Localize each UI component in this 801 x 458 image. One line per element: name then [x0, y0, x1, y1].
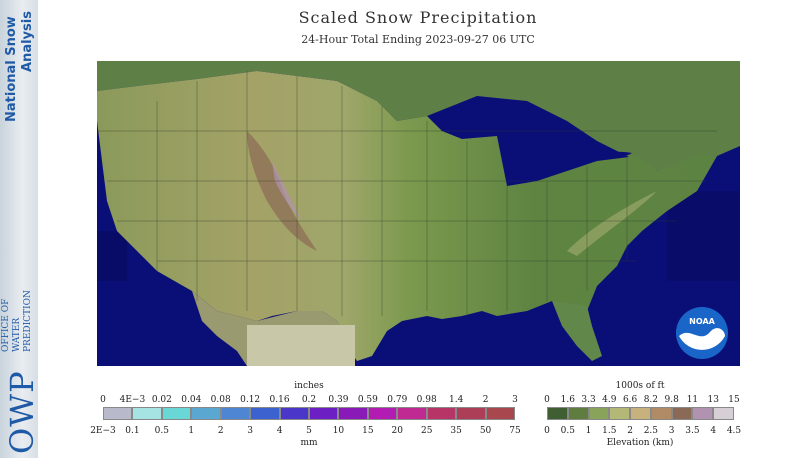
precip-top-label: 0.2	[301, 395, 317, 405]
elev-swatch	[588, 407, 610, 420]
precip-swatch	[161, 407, 192, 420]
florida	[552, 301, 602, 361]
elev-top-label: 13	[707, 395, 719, 405]
noaa-logo-text: NOAA	[689, 317, 715, 326]
precip-top-label: 1.4	[448, 395, 464, 405]
elev-swatch	[713, 407, 734, 420]
precip-swatch	[309, 407, 339, 420]
elev-swatch	[609, 407, 631, 420]
lake-ontario	[592, 151, 632, 161]
precip-swatch	[250, 407, 280, 420]
precip-top-label: 0.59	[357, 395, 378, 405]
elev-top-label: 0	[544, 395, 550, 405]
precip-bottom-label: 2E−3	[90, 426, 116, 436]
elev-top-label: 4.9	[602, 395, 617, 405]
precip-swatch	[220, 407, 251, 420]
owp-sub-office: OFFICE OF	[1, 298, 11, 352]
precip-top-label: 0.79	[387, 395, 408, 405]
precip-bottom-label: 1	[188, 426, 195, 436]
grid-block-west	[97, 231, 127, 281]
elev-swatch	[692, 407, 714, 420]
elev-bottom-label: 3.5	[685, 426, 700, 436]
elev-top-label: 8.2	[643, 395, 659, 405]
precip-bottom-label: 4	[276, 426, 283, 436]
conus-map	[97, 61, 740, 366]
owp-sub-prediction: PREDICTION	[23, 290, 33, 352]
precip-swatch	[103, 407, 133, 420]
precip-top-label: 0.98	[416, 395, 437, 405]
elev-swatch	[547, 407, 568, 420]
lake-superior	[437, 110, 527, 136]
elev-top-label: 11	[686, 395, 699, 405]
precip-swatch	[191, 407, 221, 420]
sidebar-banner: National Snow Analysis OFFICE OF WATER P…	[0, 0, 41, 458]
elev-bottom-label: 3	[668, 426, 675, 436]
no-data-region	[247, 325, 355, 366]
elev-bottom-label: 2	[627, 426, 633, 436]
elev-bottom-label: 4.5	[726, 426, 742, 436]
elev-unit-km: Elevation (km)	[606, 438, 674, 448]
elev-bottom-label: 0	[544, 426, 550, 436]
precip-top-label: 0.39	[328, 395, 349, 405]
precip-bottom-label: 20	[391, 426, 404, 436]
noaa-logo: NOAA	[676, 307, 728, 359]
elev-unit-feet: 1000s of ft	[615, 381, 665, 391]
appalachians	[567, 191, 657, 256]
elev-swatch	[630, 407, 651, 420]
elev-top-label: 3.3	[581, 395, 596, 405]
elev-bottom-label: 2.5	[643, 426, 659, 436]
grid-block-east	[667, 191, 740, 281]
precip-unit-mm: mm	[300, 438, 318, 448]
elev-bottom-label: 4	[710, 426, 717, 436]
elev-bottom-label: 1	[585, 426, 592, 436]
elev-top-label: 6.6	[622, 395, 638, 405]
precip-top-label: 4E−3	[119, 395, 146, 405]
precip-bottom-label: 5	[306, 426, 312, 436]
precip-bottom-label: 0.1	[125, 426, 140, 436]
precip-bottom-label: 0.5	[154, 426, 170, 436]
precip-bottom-label: 25	[420, 426, 433, 436]
precip-bottom-label: 10	[332, 426, 345, 436]
precip-swatch	[397, 407, 427, 420]
state-borders	[97, 71, 717, 316]
elev-swatch	[671, 407, 693, 420]
precip-top-label: 0.08	[210, 395, 231, 405]
precip-swatch	[279, 407, 309, 420]
precip-bottom-label: 2	[217, 426, 224, 436]
precip-swatch	[338, 407, 368, 420]
precip-bottom-label: 35	[450, 426, 462, 436]
rockies-high	[272, 161, 302, 221]
precip-top-label: 0	[100, 395, 106, 405]
precip-swatch	[485, 407, 515, 420]
precip-top-label: 3	[512, 395, 518, 405]
map-subtitle: 24-Hour Total Ending 2023-09-27 06 UTC	[301, 33, 535, 46]
precip-top-label: 0.04	[181, 395, 202, 405]
elev-swatch	[567, 407, 589, 420]
precip-swatch	[367, 407, 398, 420]
elev-top-label: 15	[728, 395, 740, 405]
precip-bottom-label: 50	[479, 426, 492, 436]
owp-logo: OWP	[3, 370, 41, 454]
lake-huron	[527, 131, 558, 166]
precip-bottom-label: 3	[247, 426, 254, 436]
precip-unit-inches: inches	[294, 381, 324, 391]
precip-bottom-label: 15	[362, 426, 374, 436]
precip-swatch	[456, 407, 486, 420]
elev-bottom-label: 0.5	[560, 426, 575, 436]
canada	[97, 61, 740, 171]
precip-top-label: 0.02	[151, 395, 172, 405]
precip-bottom-label: 75	[509, 426, 521, 436]
precip-swatch	[132, 407, 162, 420]
precip-top-label: 0.16	[269, 395, 290, 405]
precip-top-label: 2	[482, 395, 489, 405]
elev-top-label: 1.6	[560, 395, 575, 405]
map-title: Scaled Snow Precipitation	[298, 8, 538, 27]
elev-bottom-label: 1.5	[602, 426, 617, 436]
elev-swatch	[650, 407, 672, 420]
elev-top-label: 9.8	[664, 395, 679, 405]
precip-swatch	[426, 407, 457, 420]
precip-top-label: 0.12	[240, 395, 261, 405]
owp-sub-water: WATER	[12, 317, 22, 352]
